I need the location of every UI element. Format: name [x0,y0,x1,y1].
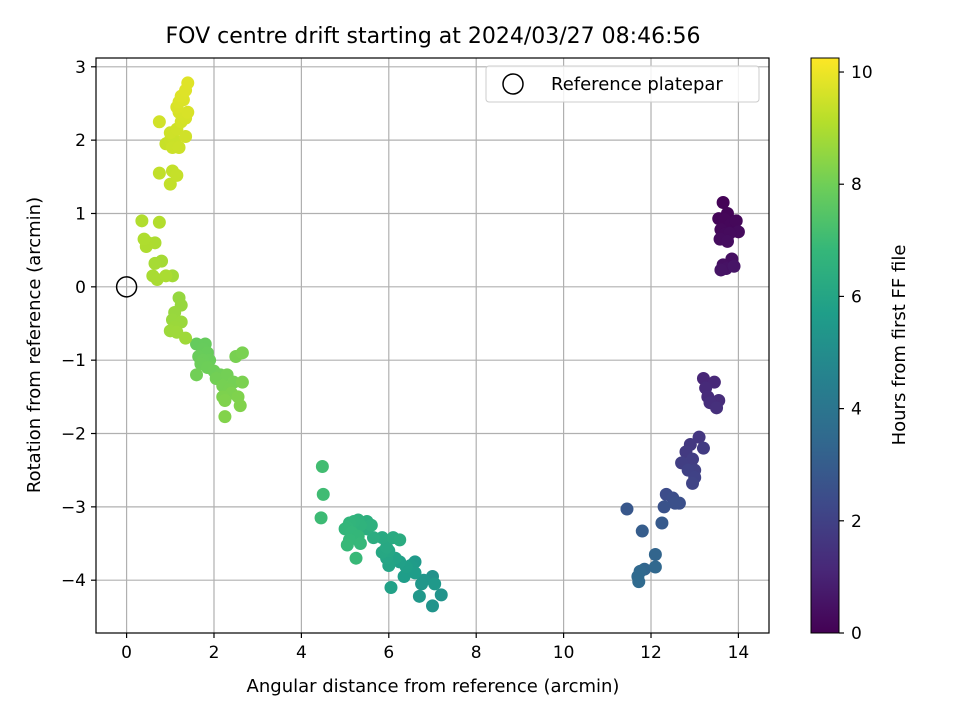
scatter-point [349,551,363,565]
scatter-point [632,575,646,589]
scatter-point [686,476,700,490]
y-tick-label: −1 [61,351,86,371]
y-tick-label: 1 [75,204,86,224]
scatter-point [384,581,398,595]
y-tick-label: −2 [61,425,86,445]
x-tick-label: 14 [728,643,750,663]
scatter-point [218,410,232,424]
scatter-point [648,560,662,574]
scatter-point [720,234,734,248]
scatter-point [181,76,195,90]
scatter-point [152,215,166,229]
y-tick-label: −3 [61,498,86,518]
scatter-point [179,129,193,143]
scatter-point [657,500,671,514]
colorbar-tick-label: 2 [851,512,862,532]
scatter-point [648,548,662,562]
x-tick-label: 10 [553,643,575,663]
colorbar-tick-label: 8 [851,175,862,195]
scatter-point [218,394,232,408]
scatter-point [235,375,249,389]
scatter-point [353,537,367,551]
scatter-point [170,168,184,182]
scatter-point [393,533,407,547]
scatter-point [727,259,741,273]
scatter-point [412,589,426,603]
scatter-point [426,599,439,613]
x-tick-label: 12 [640,643,662,663]
scatter-point [620,502,634,516]
scatter-point [137,232,151,246]
scatter-point [152,115,166,129]
x-tick-label: 6 [383,643,394,663]
x-tick-label: 0 [121,643,132,663]
colorbar: 0 2 4 6 8 10 Hours from first FF file [810,57,910,644]
scatter-point [729,214,743,228]
scatter-point [233,399,247,413]
scatter-point [364,518,378,532]
scatter-point [668,496,682,510]
reference-platepar-marker [115,276,138,298]
scatter-point [714,263,728,277]
scatter-point [692,430,706,444]
legend: Reference platepar [485,65,760,103]
scatter-point [716,195,730,209]
y-tick-label: 2 [75,131,86,151]
scatter-point [159,269,173,283]
scatter-point [179,331,193,345]
colorbar-tick-label: 10 [851,63,873,83]
y-tick-label: 0 [75,278,86,298]
chart-title: FOV centre drift starting at 2024/03/27 … [166,24,701,49]
plot-frame [95,57,770,634]
scatter-point [172,140,186,154]
x-axis-ticks: 0 2 4 6 8 10 12 14 [121,633,749,663]
x-tick-label: 8 [471,643,482,663]
scatter-point [152,166,166,180]
y-tick-label: 3 [75,58,86,78]
x-axis-label: Angular distance from reference (arcmin) [247,676,620,697]
colorbar-ticks: 0 2 4 6 8 10 [839,63,873,644]
scatter-point [434,588,448,602]
y-axis-ticks: −4 −3 −2 −1 0 1 2 3 [61,58,96,591]
legend-box [485,65,760,103]
scatter-point [415,577,429,591]
scatter-point [686,452,700,466]
scatter-point [315,460,329,474]
x-tick-label: 4 [296,643,307,663]
colorbar-label: Hours from first FF file [889,245,910,446]
scatter-point [135,214,149,228]
scatter-point [316,487,330,501]
colorbar-gradient [810,57,840,634]
scatter-point [314,511,328,525]
scatter-point [710,401,724,415]
scatter-point [635,524,649,538]
y-axis-label: Rotation from reference (arcmin) [24,197,45,493]
scatter-point [181,105,195,119]
y-tick-label: −4 [61,571,86,591]
scatter-point [340,538,354,552]
reference-layer [115,276,138,298]
scatter-point [148,256,162,270]
colorbar-tick-label: 0 [851,624,862,644]
scatter-points [135,76,745,613]
legend-label-reference-platepar: Reference platepar [551,74,723,95]
scatter-point [428,577,442,591]
colorbar-tick-label: 4 [851,400,862,420]
scatter-point [696,441,710,455]
scatter-point [655,516,669,530]
x-tick-label: 2 [209,643,220,663]
colorbar-tick-label: 6 [851,287,862,307]
scatter-point [235,346,249,360]
legend-open-circle-marker [502,73,524,95]
scatter-point [190,368,204,382]
